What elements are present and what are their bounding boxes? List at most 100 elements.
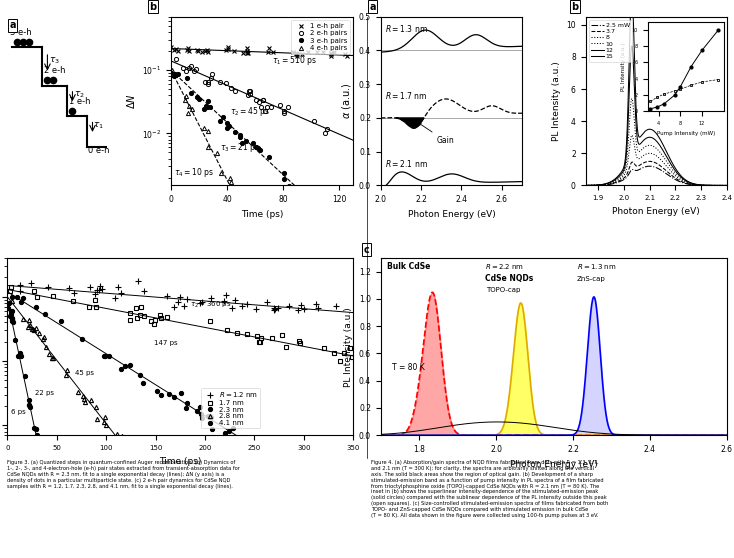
- 2.3 nm: [136, 372, 145, 378]
- 4.1 nm: [25, 397, 34, 404]
- $R = 1.2$ nm: [221, 292, 230, 299]
- 2.3 nm: [231, 438, 240, 445]
- $R = 1.2$ nm: [228, 305, 237, 311]
- 2.8 nm: [101, 421, 110, 428]
- Text: TOPO-cap: TOPO-cap: [487, 287, 521, 293]
- $R = 1.2$ nm: [206, 295, 215, 301]
- 1.7 nm: [126, 310, 134, 317]
- 4 e-h pairs: [167, 67, 176, 74]
- 1 e-h pair: [343, 52, 352, 59]
- Y-axis label: $\Delta N$: $\Delta N$: [125, 93, 137, 109]
- 2 e-h pairs: [263, 103, 272, 110]
- 2.8 nm: [25, 317, 34, 324]
- 2.8 nm: [18, 316, 27, 323]
- 1 e-h pair: [170, 47, 179, 54]
- 1 e-h pair: [193, 47, 202, 54]
- 2.8 nm: [41, 343, 50, 350]
- 2.3 nm: [13, 294, 22, 301]
- 2.3 nm: [157, 392, 166, 398]
- 2.8 nm: [28, 326, 37, 333]
- 1.7 nm: [254, 339, 263, 345]
- 1 e-h pair: [172, 46, 181, 52]
- 2.8 nm: [39, 335, 48, 342]
- 2.3 nm: [32, 304, 40, 310]
- $R = 1.2$ nm: [285, 303, 294, 310]
- 4.1 nm: [16, 353, 25, 359]
- 4 e-h pairs: [248, 224, 257, 230]
- Text: $\tau_3$: $\tau_3$: [49, 56, 60, 66]
- 2 e-h pairs: [257, 104, 266, 110]
- X-axis label: Time (ps): Time (ps): [159, 456, 201, 465]
- 2.3 nm: [192, 408, 201, 415]
- 2.3 nm: [18, 295, 27, 301]
- 1.7 nm: [330, 349, 338, 356]
- Legend: 2.5 mW, 3.7, 8, 10, 12, 15: 2.5 mW, 3.7, 8, 10, 12, 15: [589, 20, 632, 62]
- 2 e-h pairs: [184, 64, 193, 71]
- $R = 1.2$ nm: [139, 288, 148, 295]
- 1.7 nm: [139, 312, 148, 319]
- 3 e-h pairs: [265, 153, 274, 160]
- Text: CdSe NQDs: CdSe NQDs: [484, 274, 533, 283]
- 2 e-h pairs: [260, 108, 269, 114]
- $R = 1.2$ nm: [26, 280, 35, 286]
- Text: 0 e-h: 0 e-h: [89, 146, 110, 155]
- 2.3 nm: [17, 299, 26, 305]
- 2 e-h pairs: [322, 126, 331, 132]
- 2 e-h pairs: [252, 97, 261, 103]
- Text: b: b: [149, 2, 156, 12]
- 1 e-h pair: [239, 50, 247, 56]
- $R = 1.2$ nm: [92, 287, 101, 294]
- $R = 1.2$ nm: [91, 291, 100, 297]
- 3 e-h pairs: [216, 118, 225, 124]
- $R = 1.2$ nm: [86, 283, 95, 290]
- Line: 4.1 nm: 4.1 nm: [6, 301, 40, 450]
- $R = 1.2$ nm: [297, 302, 306, 309]
- 2 e-h pairs: [310, 118, 319, 124]
- Text: $R = 1.3$ nm: $R = 1.3$ nm: [577, 262, 617, 271]
- 1 e-h pair: [244, 50, 252, 56]
- 2 e-h pairs: [246, 90, 255, 97]
- Text: a: a: [369, 2, 376, 12]
- 3 e-h pairs: [170, 72, 178, 79]
- 4 e-h pairs: [188, 105, 197, 112]
- 3 e-h pairs: [236, 132, 245, 138]
- 2.8 nm: [79, 395, 88, 402]
- Y-axis label: PL Intensity (a.u.): PL Intensity (a.u.): [344, 307, 354, 387]
- 4 e-h pairs: [227, 179, 236, 186]
- $R = 1.2$ nm: [197, 299, 206, 305]
- 1.7 nm: [68, 297, 77, 304]
- 4.1 nm: [6, 312, 15, 319]
- 2 e-h pairs: [258, 97, 267, 103]
- $R = 1.2$ nm: [294, 307, 302, 314]
- Line: 1 e-h pair: 1 e-h pair: [169, 44, 350, 59]
- Text: $\tau_4 = 10$ ps: $\tau_4 = 10$ ps: [174, 166, 214, 179]
- 1 e-h pair: [224, 46, 233, 52]
- 2.8 nm: [8, 298, 17, 305]
- 3 e-h pairs: [279, 176, 288, 182]
- Line: 3 e-h pairs: 3 e-h pairs: [172, 71, 291, 189]
- 2.3 nm: [225, 428, 233, 435]
- 1.7 nm: [156, 312, 164, 319]
- 2.8 nm: [93, 415, 102, 422]
- 2.3 nm: [241, 437, 250, 444]
- 2 e-h pairs: [186, 62, 195, 69]
- Text: $\tau_1 = 510$ ps: $\tau_1 = 510$ ps: [272, 54, 317, 67]
- 2.8 nm: [48, 355, 57, 362]
- 2.8 nm: [29, 326, 38, 333]
- $R = 1.2$ nm: [15, 288, 24, 295]
- Text: b: b: [571, 2, 578, 12]
- 4 e-h pairs: [225, 175, 234, 181]
- 1.7 nm: [85, 304, 94, 310]
- 4 e-h pairs: [185, 102, 194, 109]
- 4.1 nm: [7, 307, 15, 314]
- $R = 1.2$ nm: [134, 278, 142, 285]
- $R = 1.2$ nm: [94, 287, 103, 294]
- 4 e-h pairs: [248, 233, 257, 239]
- $R = 1.2$ nm: [162, 292, 171, 299]
- Text: 22 ps: 22 ps: [35, 389, 54, 396]
- 1 e-h pair: [269, 49, 277, 55]
- 1.7 nm: [91, 297, 100, 304]
- 1.7 nm: [137, 304, 145, 311]
- 1.7 nm: [295, 338, 304, 345]
- 1 e-h pair: [182, 46, 191, 53]
